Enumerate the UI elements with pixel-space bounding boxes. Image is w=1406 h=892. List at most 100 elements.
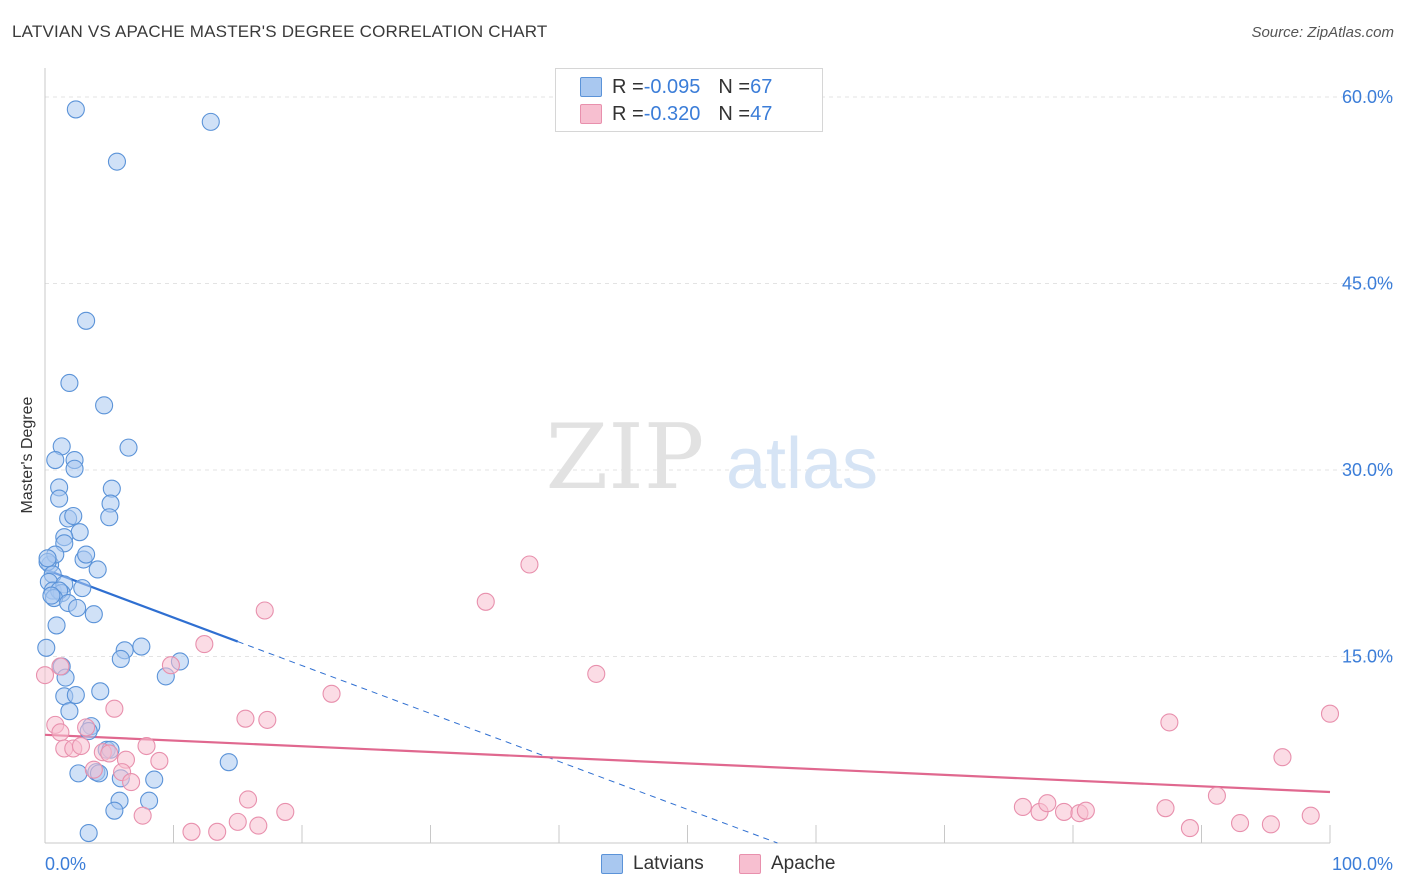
legend-latvians-label: Latvians bbox=[633, 853, 704, 874]
apache-point bbox=[228, 812, 247, 831]
watermark-atlas: atlas bbox=[726, 424, 878, 504]
legend-r-value: -0.320 bbox=[643, 102, 701, 125]
trend-layer bbox=[44, 568, 1331, 844]
apache-point bbox=[1180, 819, 1199, 838]
apache-point bbox=[1261, 815, 1280, 834]
latvian-point bbox=[70, 523, 89, 542]
latvian-point bbox=[42, 586, 61, 605]
latvian-swatch bbox=[580, 77, 602, 97]
latvian-point bbox=[107, 152, 127, 171]
latvian-point bbox=[77, 311, 96, 330]
apache-point bbox=[255, 601, 274, 620]
latvian-point bbox=[50, 489, 69, 508]
latvian-swatch bbox=[601, 854, 623, 874]
latvian-point bbox=[79, 824, 98, 843]
apache-point bbox=[1076, 801, 1095, 820]
latvian-point bbox=[60, 373, 79, 393]
y-tick-label: 30.0% bbox=[1342, 460, 1393, 480]
legend-n-label: N = bbox=[718, 75, 751, 98]
latvian-point bbox=[105, 801, 124, 820]
latvian-point bbox=[111, 649, 130, 669]
axis-layer bbox=[44, 68, 1331, 844]
latvian-point bbox=[100, 508, 119, 527]
apache-point bbox=[1156, 799, 1175, 818]
apache-point bbox=[35, 666, 55, 685]
latvian-point bbox=[84, 605, 103, 624]
apache-point bbox=[1273, 748, 1292, 767]
legend-r-value: -0.095 bbox=[643, 75, 701, 98]
latvian-point bbox=[201, 112, 220, 131]
y-tick-label: 15.0% bbox=[1342, 647, 1393, 667]
latvian-point bbox=[219, 753, 238, 772]
latvian-trend-extension bbox=[237, 641, 778, 844]
legend-row-latvians: R = -0.095 N = 67 bbox=[580, 74, 772, 100]
grid-layer bbox=[45, 96, 1393, 657]
watermark: ZIP atlas bbox=[546, 405, 878, 510]
legend-n-value: 67 bbox=[750, 75, 773, 98]
apache-point bbox=[100, 744, 119, 763]
apache-point bbox=[476, 592, 495, 611]
apache-point bbox=[322, 684, 341, 703]
apache-point bbox=[1301, 806, 1320, 825]
latvian-point bbox=[64, 506, 83, 526]
stats-legend: R = -0.095 N = 67 R = -0.320 N = 47 bbox=[555, 68, 823, 132]
legend-item-latvians: Latvians bbox=[601, 851, 704, 877]
apache-point bbox=[51, 657, 70, 676]
apache-point bbox=[238, 790, 258, 809]
legend-r-label: R = bbox=[612, 102, 644, 125]
apache-point bbox=[133, 806, 152, 825]
chart-title: LATVIAN VS APACHE MASTER'S DEGREE CORREL… bbox=[12, 22, 548, 41]
latvian-point bbox=[66, 685, 85, 705]
legend-row-apache: R = -0.320 N = 47 bbox=[580, 101, 772, 127]
legend-r-label: R = bbox=[612, 75, 644, 98]
latvian-point bbox=[119, 438, 138, 457]
apache-point bbox=[122, 773, 141, 792]
legend-apache-label: Apache bbox=[771, 853, 836, 874]
apache-point bbox=[236, 709, 255, 728]
latvian-point bbox=[145, 770, 164, 789]
x-tick-label: 0.0% bbox=[45, 854, 86, 874]
apache-swatch bbox=[580, 104, 602, 124]
latvian-point bbox=[65, 459, 84, 478]
y-tick-label: 60.0% bbox=[1342, 87, 1393, 107]
latvian-point bbox=[66, 100, 85, 119]
legend-n-value: 47 bbox=[750, 102, 773, 125]
apache-point bbox=[150, 751, 169, 770]
y-tick-label: 45.0% bbox=[1342, 274, 1393, 294]
apache-point bbox=[71, 736, 91, 756]
latvian-point bbox=[37, 638, 56, 657]
latvian-point bbox=[68, 598, 87, 618]
apache-point bbox=[77, 718, 96, 737]
latvian-point bbox=[102, 479, 121, 498]
apache-point bbox=[208, 822, 227, 841]
legend-item-apache: Apache bbox=[739, 851, 835, 877]
latvian-point bbox=[73, 579, 92, 598]
latvian-point bbox=[88, 560, 107, 579]
apache-point bbox=[51, 723, 70, 742]
apache-point bbox=[84, 760, 103, 779]
apache-point bbox=[1013, 797, 1032, 816]
x-tick-label: 100.0% bbox=[1332, 854, 1393, 874]
apache-point bbox=[1038, 794, 1057, 813]
apache-point bbox=[195, 635, 214, 654]
apache-point bbox=[1160, 713, 1179, 732]
latvian-point bbox=[77, 545, 96, 564]
latvian-point bbox=[132, 637, 151, 656]
apache-point bbox=[1054, 802, 1074, 821]
latvian-point bbox=[46, 451, 65, 470]
apache-point bbox=[161, 656, 180, 675]
latvian-point bbox=[140, 791, 159, 810]
watermark-zip: ZIP bbox=[546, 405, 705, 510]
apache-point bbox=[276, 802, 295, 821]
apache-point bbox=[520, 555, 539, 574]
apache-swatch bbox=[739, 854, 761, 874]
apache-point bbox=[105, 699, 124, 718]
apache-point bbox=[182, 822, 201, 841]
latvian-point bbox=[60, 702, 79, 721]
apache-trend-line bbox=[44, 733, 1331, 794]
apache-point bbox=[258, 710, 277, 729]
apache-point bbox=[137, 736, 156, 756]
apache-point bbox=[1320, 704, 1340, 723]
latvian-point bbox=[47, 616, 66, 635]
point-layer bbox=[35, 100, 1340, 843]
